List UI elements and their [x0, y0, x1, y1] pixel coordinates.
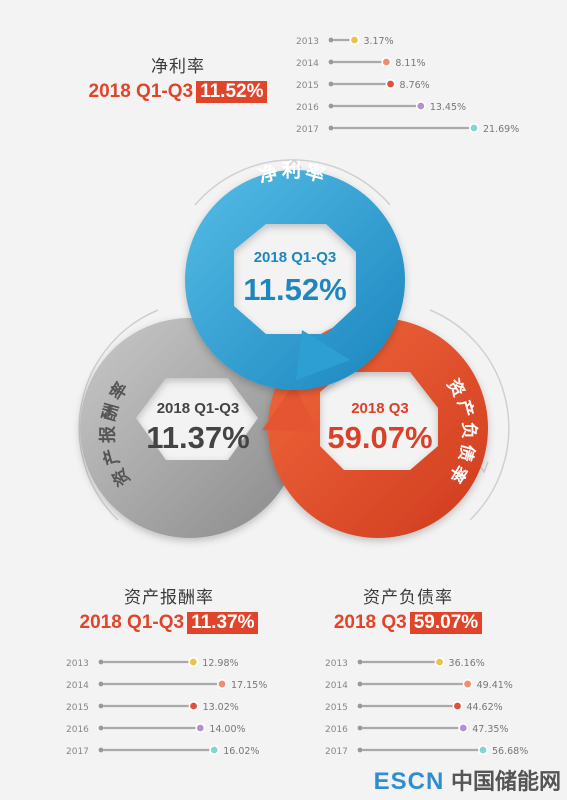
year-label: 2014 [296, 59, 319, 69]
value-label: 47.35% [472, 724, 508, 735]
orange-value: 59.07% [327, 420, 432, 455]
value-dot [209, 745, 220, 756]
history-chart-debt-ratio: 2013 36.16% 2014 49.41% 2015 44.62% 2016 47.35%… [325, 657, 528, 757]
row-start-dot [328, 37, 334, 43]
year-label: 2014 [66, 681, 89, 691]
row-start-dot [328, 59, 334, 65]
row-start-dot [328, 125, 334, 131]
value-dot [452, 700, 463, 711]
row-start-dot [357, 703, 363, 709]
row-start-dot [98, 659, 104, 665]
value-label: 13.02% [203, 702, 239, 713]
value-label: 44.62% [466, 702, 502, 713]
period-return-on-assets: 2018 Q1-Q3 [79, 612, 185, 633]
value-dot [478, 745, 489, 756]
title-net-margin: 净利率 2018 Q1-Q3 11.52% [78, 52, 278, 103]
period-line-return-on-assets: 2018 Q1-Q3 11.37% [66, 612, 272, 634]
value-dot [434, 657, 445, 667]
value-dot [188, 700, 199, 711]
year-label: 2017 [66, 747, 89, 757]
row-start-dot [357, 659, 363, 665]
metric-name-net-margin: 净利率 [151, 57, 205, 76]
year-label: 2016 [325, 725, 348, 735]
period-line-debt-ratio: 2018 Q3 59.07% [320, 612, 496, 634]
gray-value: 11.37% [146, 420, 249, 455]
blue-period: 2018 Q1-Q3 [254, 249, 337, 266]
guide-arc-top-pointer [286, 158, 302, 169]
value-label: 36.16% [449, 658, 485, 669]
row-start-dot [98, 703, 104, 709]
year-label: 2013 [66, 659, 89, 669]
guide-arc-left [78, 309, 159, 521]
value-box-net-margin: 11.52% [196, 81, 268, 103]
row-start-dot [357, 725, 363, 731]
year-label: 2017 [296, 125, 319, 135]
value-dot [462, 678, 473, 689]
value-dot [195, 723, 206, 734]
row-start-dot [98, 681, 104, 687]
year-label: 2017 [325, 747, 348, 757]
value-label: 49.41% [477, 680, 513, 691]
value-label: 17.15% [231, 680, 267, 691]
blue-value: 11.52% [243, 272, 346, 307]
blue-ring [184, 169, 405, 391]
row-start-dot [357, 681, 363, 687]
period-debt-ratio: 2018 Q3 [333, 612, 407, 633]
orange-ring-arrow [262, 384, 318, 432]
year-label: 2015 [66, 703, 89, 713]
row-start-dot [328, 81, 334, 87]
title-debt-ratio: 资产负债率 2018 Q3 59.07% [320, 583, 496, 634]
value-label: 14.00% [209, 724, 245, 735]
value-label: 56.68% [492, 746, 528, 757]
value-label: 8.11% [395, 58, 425, 69]
value-label: 12.98% [202, 658, 238, 669]
title-return-on-assets: 资产报酬率 2018 Q1-Q3 11.37% [66, 583, 272, 634]
value-dot [349, 35, 360, 45]
value-dot [385, 78, 396, 89]
watermark-latin: ESCN [373, 768, 445, 795]
history-chart-return-on-assets: 2013 12.98% 2014 17.15% 2015 13.02% 2016 14.00%… [66, 657, 267, 757]
year-label: 2016 [66, 725, 89, 735]
value-dot [469, 123, 480, 134]
value-dot [381, 56, 392, 67]
metric-name-debt-ratio: 资产负债率 [363, 588, 453, 607]
watermark-cjk: 中国储能网 [450, 769, 561, 794]
value-dot [217, 678, 228, 689]
orange-period: 2018 Q3 [351, 400, 409, 417]
year-label: 2014 [325, 681, 348, 691]
year-label: 2016 [296, 103, 319, 113]
value-label: 21.69% [483, 124, 519, 135]
value-dot [458, 723, 469, 734]
period-net-margin: 2018 Q1-Q3 [88, 81, 194, 102]
blue-ring-arrow [296, 330, 350, 380]
watermark: ESCN 中国储能网 [374, 764, 561, 796]
year-label: 2013 [296, 37, 319, 47]
year-label: 2013 [325, 659, 348, 669]
value-label: 3.17% [363, 36, 393, 47]
value-dot [415, 101, 426, 112]
value-box-return-on-assets: 11.37% [187, 612, 259, 634]
row-start-dot [357, 747, 363, 753]
row-start-dot [98, 725, 104, 731]
history-chart-net-margin: 2013 3.17% 2014 8.11% 2015 8.76% 2016 13.45% 201… [296, 35, 519, 135]
metric-name-return-on-assets: 资产报酬率 [124, 588, 214, 607]
row-start-dot [98, 747, 104, 753]
period-line-net-margin: 2018 Q1-Q3 11.52% [78, 81, 278, 103]
value-dot [188, 657, 199, 667]
value-box-debt-ratio: 59.07% [409, 612, 483, 634]
guide-arc-right [429, 309, 510, 521]
year-label: 2015 [325, 703, 348, 713]
gray-period: 2018 Q1-Q3 [157, 400, 240, 417]
value-label: 16.02% [223, 746, 259, 757]
guide-arc-top [194, 159, 391, 206]
year-label: 2015 [296, 81, 319, 91]
value-label: 13.45% [430, 102, 466, 113]
row-start-dot [328, 103, 334, 109]
value-label: 8.76% [400, 80, 430, 91]
